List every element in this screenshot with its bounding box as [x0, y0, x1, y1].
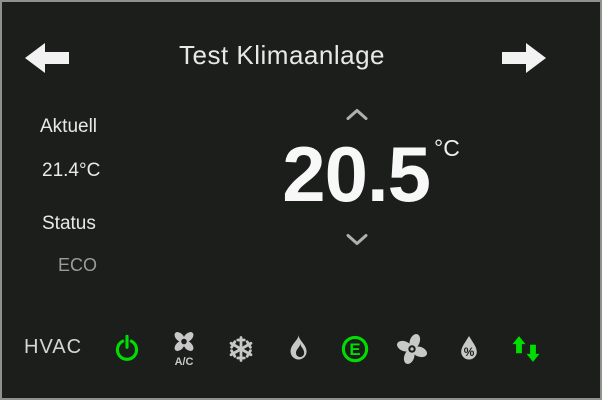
arrow-left-icon [25, 43, 69, 73]
hvac-label: HVAC [24, 336, 83, 358]
ac-fan-icon[interactable]: A/C [167, 330, 201, 368]
next-page-button[interactable] [502, 42, 546, 74]
fan-icon[interactable] [395, 330, 429, 368]
setpoint-value: 20.5 [282, 130, 431, 218]
arrow-right-icon [502, 43, 546, 73]
status-value: ECO [58, 255, 98, 275]
flame-icon[interactable] [281, 330, 315, 368]
svg-text:E: E [349, 340, 360, 359]
prev-page-button[interactable] [25, 42, 69, 74]
setpoint-unit: °C [434, 135, 460, 161]
setpoint-block: 20.5 °C [237, 108, 477, 246]
current-temp-label: Aktuell [40, 116, 98, 137]
page-title: Test Klimaanlage [179, 40, 385, 70]
setpoint-display: 20.5 °C [282, 130, 460, 218]
current-temp-value: 21.4°C [42, 160, 101, 181]
hvac-mode-icon-row: A/C E [110, 330, 543, 368]
temp-down-button[interactable] [346, 233, 368, 246]
temp-up-button[interactable] [346, 108, 368, 121]
snowflake-icon[interactable] [224, 330, 258, 368]
ac-mode-text: A/C [175, 356, 194, 368]
chevron-up-icon [346, 109, 368, 120]
humidity-percent-text: % [464, 345, 475, 359]
chevron-down-icon [346, 234, 368, 246]
transfer-arrows-icon [509, 330, 543, 368]
humidity-drop-icon: % [452, 330, 486, 368]
eco-e-icon[interactable]: E [338, 330, 372, 368]
status-label: Status [42, 213, 96, 234]
power-icon[interactable] [110, 330, 144, 368]
